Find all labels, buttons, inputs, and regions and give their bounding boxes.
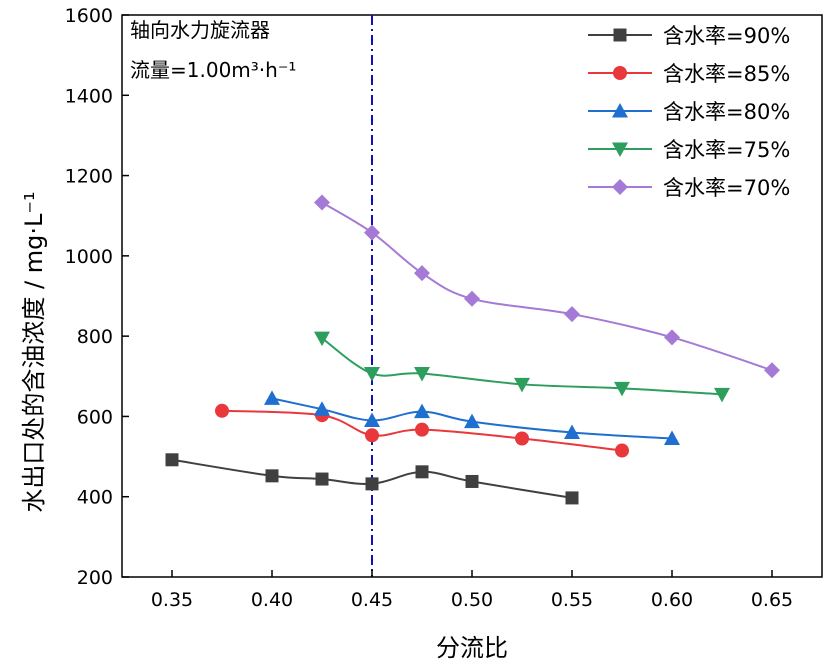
- x-tick-label: 0.35: [151, 589, 193, 611]
- legend-label: 含水率=80%: [663, 100, 790, 124]
- legend-marker: [613, 28, 627, 42]
- data-point: [564, 424, 580, 439]
- data-point: [365, 477, 379, 491]
- legend-marker: [612, 103, 628, 118]
- legend-marker: [612, 179, 628, 195]
- data-point: [564, 306, 580, 323]
- x-tick-label: 0.50: [451, 589, 493, 611]
- legend-item-2: 含水率=85%: [588, 62, 790, 86]
- data-point: [615, 443, 629, 458]
- data-point: [415, 465, 429, 479]
- data-point: [315, 472, 329, 486]
- data-point: [664, 329, 680, 346]
- data-point: [515, 431, 529, 446]
- legend-marker: [613, 66, 627, 80]
- series-4: [314, 331, 730, 403]
- x-tick-label: 0.65: [751, 589, 793, 611]
- series-line: [221, 409, 623, 452]
- data-point: [514, 377, 530, 393]
- y-tick-label: 1400: [65, 85, 113, 107]
- data-point: [265, 469, 279, 483]
- data-point: [464, 290, 480, 307]
- series-layer: [165, 194, 780, 505]
- legend-item-3: 含水率=80%: [588, 100, 790, 124]
- y-axis-title: 水出口处的含油浓度 / mg·L⁻¹: [20, 191, 48, 512]
- series-1: [165, 453, 579, 505]
- x-tick-label: 0.40: [251, 589, 293, 611]
- legend-item-5: 含水率=70%: [588, 176, 790, 200]
- data-point: [314, 331, 330, 347]
- series-line: [321, 201, 773, 372]
- y-tick-label: 1000: [65, 246, 113, 268]
- x-axis-title: 分流比: [436, 634, 508, 662]
- series-5: [314, 194, 780, 379]
- annotation-line-2: 流量=1.00m³·h⁻¹: [130, 58, 296, 82]
- legend-label: 含水率=90%: [663, 24, 790, 48]
- data-point: [314, 401, 330, 416]
- data-point: [664, 430, 680, 446]
- data-point: [764, 362, 780, 379]
- y-tick-label: 200: [77, 567, 113, 589]
- x-tick-label: 0.55: [551, 589, 593, 611]
- data-point: [264, 390, 280, 405]
- y-tick-label: 1200: [65, 166, 113, 188]
- data-point: [414, 366, 430, 382]
- legend-marker: [612, 142, 628, 157]
- data-point: [165, 453, 179, 467]
- y-tick-label: 400: [77, 487, 113, 509]
- ticks-layer: 0.35 0.40 0.45 0.50 0.55 0.60 0.65 200 400 600 800…: [65, 5, 794, 611]
- series-3: [264, 390, 680, 446]
- y-tick-label: 800: [77, 326, 113, 348]
- legend-label: 含水率=70%: [663, 176, 790, 200]
- data-point: [364, 224, 380, 241]
- data-point: [464, 413, 480, 429]
- legend-item-4: 含水率=75%: [588, 138, 790, 162]
- annotation-line-1: 轴向水力旋流器: [130, 18, 270, 42]
- data-point: [364, 412, 380, 427]
- data-point: [465, 474, 479, 488]
- data-point: [215, 403, 229, 418]
- x-tick-label: 0.45: [351, 589, 393, 611]
- data-point: [314, 194, 330, 211]
- data-point: [415, 422, 429, 437]
- data-point: [565, 491, 579, 505]
- y-tick-label: 600: [77, 406, 113, 428]
- x-tick-label: 0.60: [651, 589, 693, 611]
- data-point: [614, 381, 630, 397]
- data-point: [414, 265, 430, 282]
- data-point: [364, 366, 380, 382]
- y-tick-label: 1600: [65, 5, 113, 27]
- data-point: [714, 387, 730, 403]
- data-point: [365, 428, 379, 443]
- legend-item-1: 含水率=90%: [588, 24, 790, 48]
- legend-label: 含水率=75%: [663, 138, 790, 162]
- legend: 含水率=90% 含水率=85% 含水率=80% 含水率=75% 含水率=70%: [588, 24, 790, 200]
- data-point: [414, 403, 430, 419]
- legend-label: 含水率=85%: [663, 62, 790, 86]
